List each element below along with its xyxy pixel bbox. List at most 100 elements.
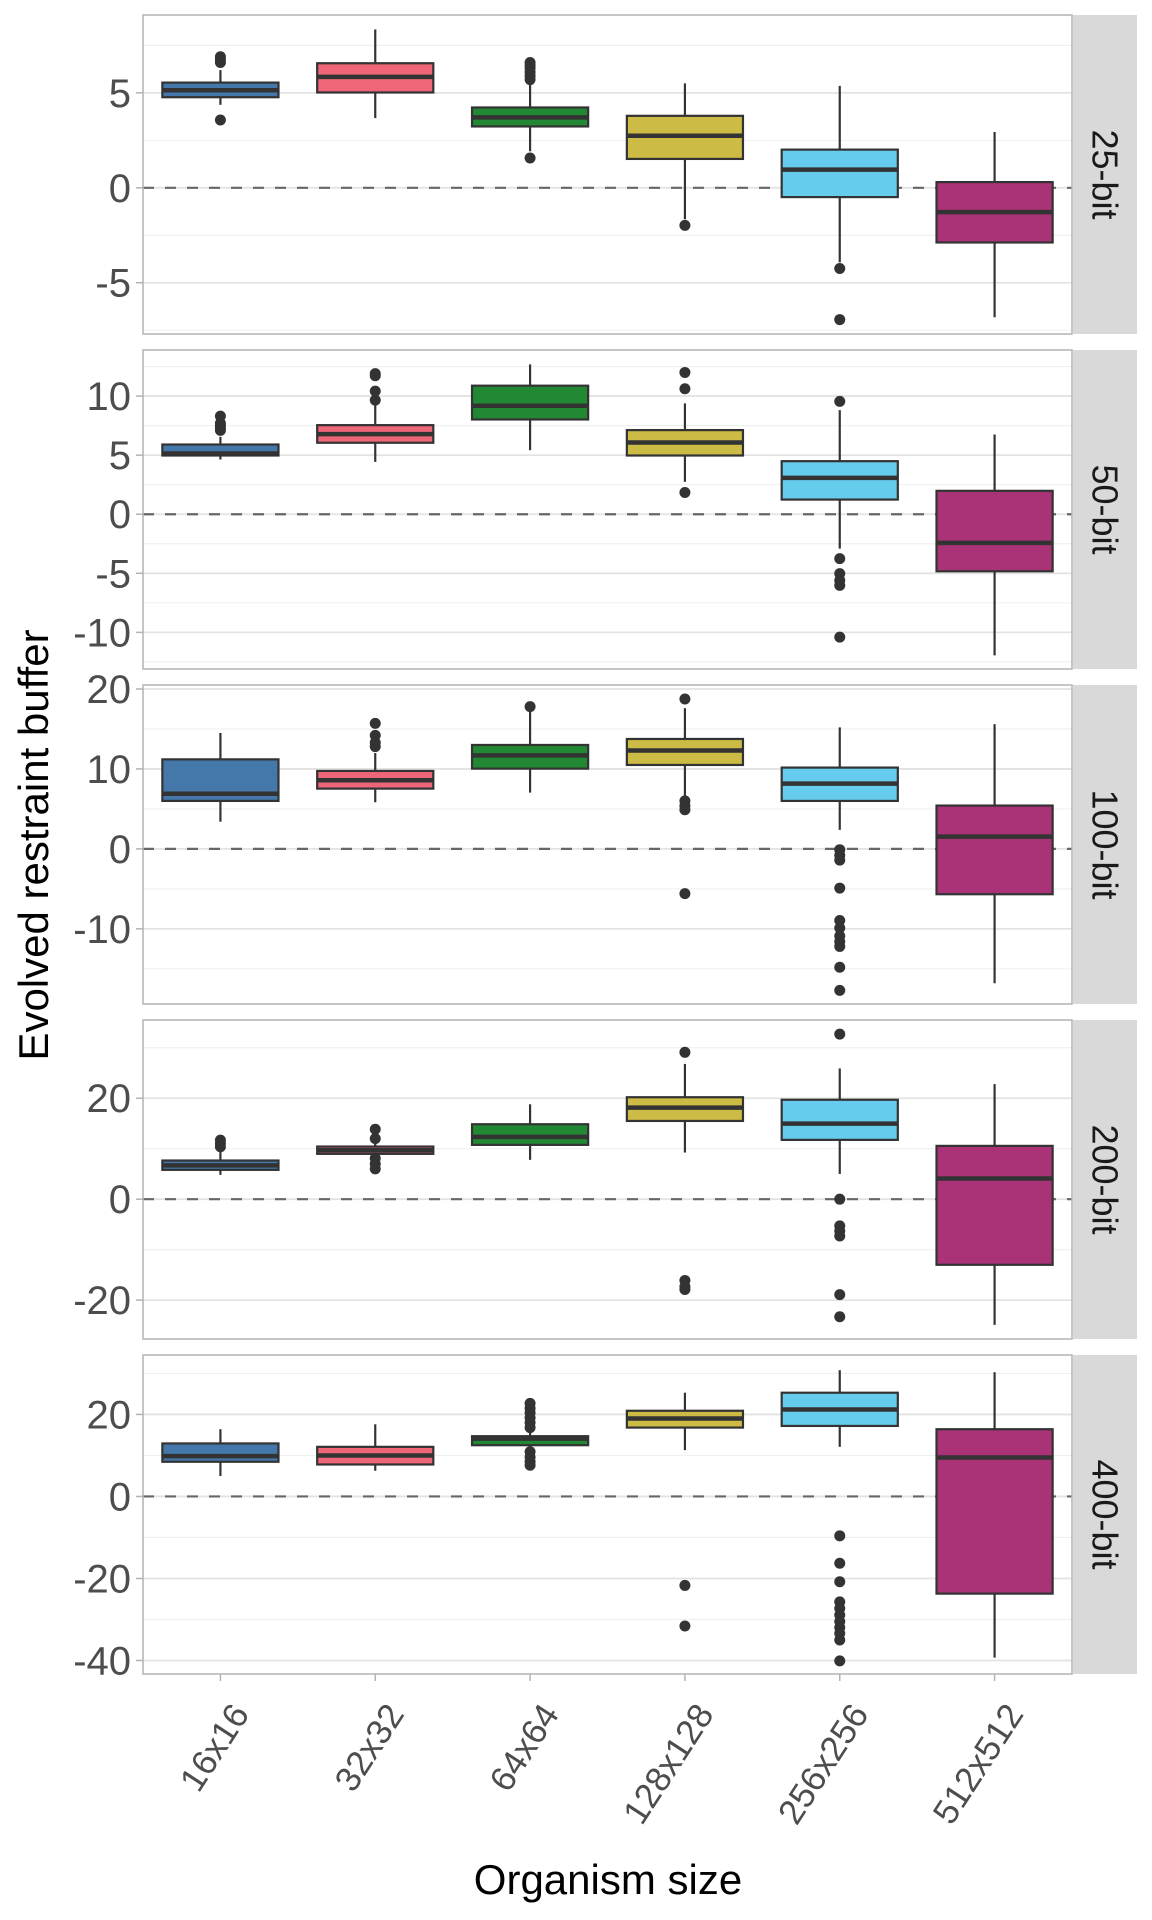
outlier-point: [679, 1284, 691, 1296]
box-16x16: [161, 51, 280, 126]
facet-strip: [1073, 15, 1137, 334]
outlier-point: [834, 553, 846, 565]
box-256x256: [780, 727, 899, 996]
outlier-point: [834, 579, 846, 591]
y-tick-label: -20: [73, 1279, 131, 1323]
y-tick-label: 10: [87, 375, 132, 419]
facet-strip-label: 100-bit: [1085, 789, 1126, 899]
facet-strip-label: 200-bit: [1085, 1124, 1126, 1234]
box-64x64: [470, 1104, 590, 1160]
box-512x512: [935, 724, 1054, 984]
box-128x128: [625, 366, 745, 498]
outlier-point: [524, 1397, 536, 1409]
outlier-point: [214, 1134, 226, 1146]
box-iqr: [780, 460, 899, 501]
outlier-point: [369, 729, 381, 741]
box-iqr: [470, 384, 590, 421]
facet-panel-100-bit: -10 0 10 20 100-bit: [73, 668, 1137, 1005]
y-tick-label: 20: [87, 668, 132, 712]
x-tick-label: 512x512: [925, 1697, 1031, 1831]
box-32x32: [316, 29, 435, 119]
outlier-point: [834, 1576, 846, 1588]
box-512x512: [935, 131, 1054, 318]
y-tick-label: 20: [87, 1077, 132, 1121]
outlier-point: [369, 385, 381, 397]
facet-panel-400-bit: -40 -20 0 20 400-bit: [73, 1354, 1137, 1683]
box-iqr: [470, 1123, 590, 1146]
outlier-point: [214, 410, 226, 422]
box-iqr: [780, 1098, 899, 1141]
outlier-point: [834, 1634, 846, 1646]
y-tick-label: 0: [109, 1475, 131, 1519]
panel-background: [143, 1020, 1072, 1339]
outlier-point: [834, 915, 846, 927]
box-64x64: [470, 1397, 590, 1471]
panel-background: [143, 685, 1072, 1004]
box-256x256: [780, 85, 899, 326]
panel-border: [142, 14, 1073, 335]
outlier-point: [679, 366, 691, 378]
outlier-point: [834, 882, 846, 894]
outlier-point: [369, 368, 381, 380]
facet-strip: [1073, 1020, 1137, 1339]
facet-panel-50-bit: -10 -5 0 5 10 50-bit: [73, 349, 1137, 670]
outlier-point: [369, 717, 381, 729]
outlier-point: [679, 486, 691, 498]
box-32x32: [316, 368, 435, 462]
y-tick-label: -5: [95, 552, 131, 596]
outlier-point: [679, 1579, 691, 1591]
x-tick-label: 32x32: [327, 1697, 412, 1798]
y-axis-title: Evolved restraint buffer: [10, 629, 57, 1060]
outlier-point: [834, 940, 846, 952]
outlier-point: [369, 1123, 381, 1135]
y-tick-label: 20: [87, 1393, 132, 1437]
outlier-point: [524, 152, 536, 164]
y-tick-label: 0: [109, 167, 131, 211]
box-iqr: [161, 1442, 280, 1463]
outlier-point: [679, 804, 691, 816]
box-16x16: [161, 732, 280, 822]
outlier-point: [679, 219, 691, 231]
outlier-point: [834, 1193, 846, 1205]
y-tick-label: 10: [87, 748, 132, 792]
box-32x32: [316, 1424, 435, 1471]
box-iqr: [935, 489, 1054, 573]
outlier-point: [679, 1046, 691, 1058]
y-tick-label: 5: [109, 72, 131, 116]
facet-strip: [1073, 685, 1137, 1004]
outlier-point: [834, 262, 846, 274]
y-tick-label: -10: [73, 611, 131, 655]
outlier-point: [834, 1028, 846, 1040]
box-16x16: [161, 410, 280, 460]
outlier-point: [369, 1163, 381, 1175]
outlier-point: [834, 631, 846, 643]
box-128x128: [625, 83, 745, 231]
box-32x32: [316, 1123, 435, 1175]
outlier-point: [524, 56, 536, 68]
box-512x512: [935, 434, 1054, 656]
box-512x512: [935, 1372, 1054, 1658]
outlier-point: [214, 51, 226, 63]
facet-strip: [1073, 350, 1137, 669]
outlier-point: [524, 701, 536, 713]
panel-border: [142, 1354, 1073, 1675]
panel-border: [142, 1019, 1073, 1340]
box-64x64: [470, 364, 590, 451]
box-128x128: [625, 1392, 745, 1632]
x-tick-label: 256x256: [771, 1697, 877, 1831]
y-tick-label: -10: [73, 908, 131, 952]
panel-background: [143, 15, 1072, 334]
x-tick-label: 64x64: [482, 1697, 567, 1798]
facet-panel-200-bit: -20 0 20 200-bit: [73, 1019, 1137, 1340]
box-64x64: [470, 56, 590, 164]
box-32x32: [316, 717, 435, 803]
outlier-point: [834, 395, 846, 407]
box-512x512: [935, 1084, 1054, 1325]
panel-background: [143, 350, 1072, 669]
outlier-point: [834, 314, 846, 326]
outlier-point: [679, 693, 691, 705]
outlier-point: [679, 383, 691, 395]
outlier-point: [369, 394, 381, 406]
box-256x256: [780, 1370, 899, 1667]
